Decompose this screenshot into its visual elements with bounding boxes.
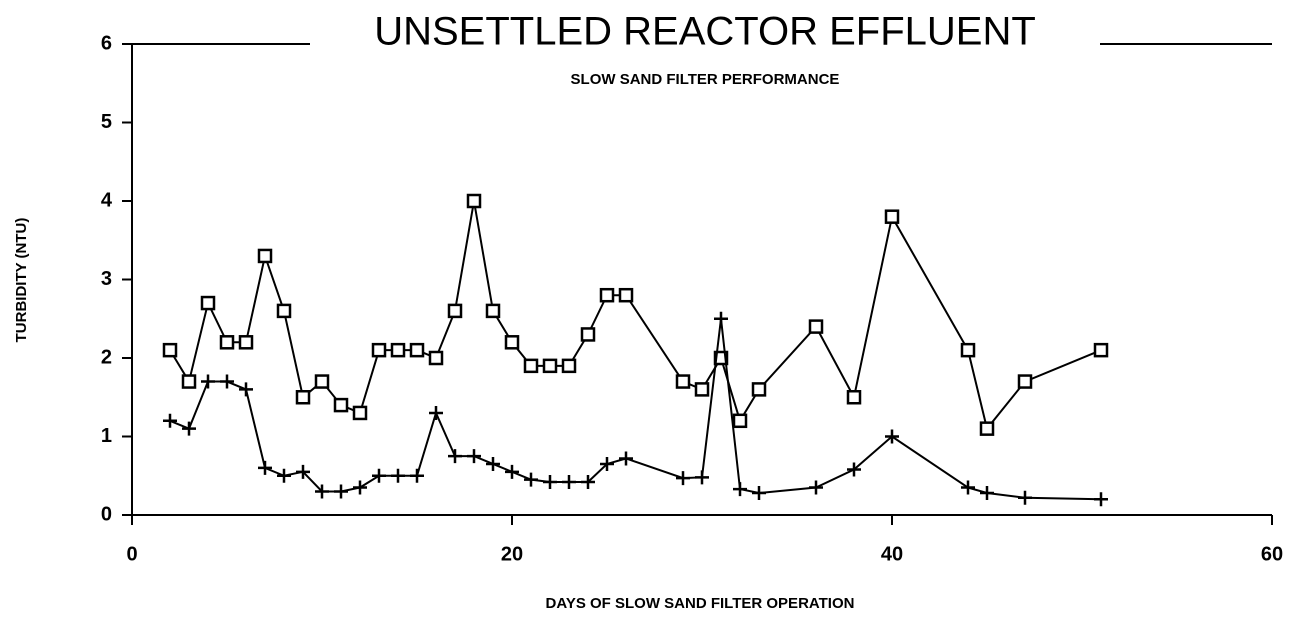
plus-marker — [543, 475, 557, 490]
square-marker — [295, 390, 311, 405]
y-tick-label: 3 — [101, 268, 112, 290]
plus-marker — [258, 460, 272, 475]
y-tick-label: 5 — [101, 111, 112, 133]
square-marker — [523, 358, 539, 374]
square-marker — [390, 342, 406, 358]
plus-marker — [220, 374, 234, 389]
plus-marker — [752, 486, 766, 501]
square-marker — [599, 287, 615, 303]
square-marker — [447, 303, 463, 319]
square-marker — [561, 358, 577, 374]
square-marker — [466, 193, 482, 209]
plus-marker — [562, 475, 576, 490]
plus-marker — [847, 462, 861, 477]
plus-marker — [676, 471, 690, 486]
plus-marker — [885, 429, 899, 444]
plus-marker — [600, 456, 614, 471]
chart-subtitle: SLOW SAND FILTER PERFORMANCE — [571, 71, 840, 88]
square-marker — [846, 390, 862, 405]
square-marker — [485, 303, 501, 319]
y-axis-label: TURBIDITY (NTU) — [13, 218, 30, 343]
plus-marker — [961, 480, 975, 495]
plus-marker — [410, 468, 424, 483]
plus-marker — [524, 472, 538, 487]
plus-marker — [467, 449, 481, 464]
square-marker — [580, 327, 596, 342]
square-marker — [219, 335, 235, 350]
y-tick-label: 1 — [101, 425, 112, 447]
square-marker — [542, 358, 558, 374]
y-tick-label: 6 — [101, 32, 112, 54]
plus-marker — [505, 464, 519, 479]
square-marker — [694, 382, 710, 397]
square-marker — [409, 342, 425, 358]
plus-marker — [334, 484, 348, 499]
x-tick-label: 40 — [881, 543, 903, 565]
plus-marker — [163, 413, 177, 428]
square-marker — [276, 303, 292, 319]
plus-marker — [201, 374, 215, 389]
y-tick-label: 4 — [101, 189, 113, 211]
plus-marker — [695, 470, 709, 485]
square-marker — [162, 342, 178, 358]
plus-marker — [372, 468, 386, 483]
square-marker — [675, 374, 691, 389]
x-axis-label: DAYS OF SLOW SAND FILTER OPERATION — [546, 595, 855, 612]
square-marker — [352, 405, 368, 421]
square-marker — [257, 248, 273, 264]
square-marker — [751, 382, 767, 397]
plus-marker — [581, 475, 595, 490]
x-tick-label: 0 — [126, 543, 137, 565]
square-marker — [1017, 374, 1033, 389]
plus-marker — [429, 405, 443, 420]
x-tick-label: 60 — [1261, 543, 1283, 565]
plus-marker — [391, 468, 405, 483]
plus-marker — [448, 449, 462, 464]
square-marker — [314, 374, 330, 389]
square-marker — [732, 413, 748, 429]
square-marker — [979, 421, 995, 436]
plus-marker — [296, 464, 310, 479]
plus-marker — [315, 484, 329, 499]
square-marker — [884, 209, 900, 224]
plus-marker — [1018, 490, 1032, 505]
y-tick-label: 0 — [101, 503, 112, 525]
plus-marker — [182, 421, 196, 436]
square-marker — [960, 342, 976, 358]
plus-marker — [809, 480, 823, 495]
square-marker — [371, 342, 387, 358]
plus-marker — [277, 468, 291, 483]
plus-marker — [486, 456, 500, 471]
plus-marker — [714, 311, 728, 326]
chart-title: UNSETTLED REACTOR EFFLUENT — [374, 10, 1036, 54]
plus-marker — [239, 382, 253, 397]
square-marker — [200, 295, 216, 311]
plus-marker — [733, 482, 747, 497]
x-tick-label: 20 — [501, 543, 523, 565]
plus-marker — [1094, 492, 1108, 507]
square-marker — [428, 350, 444, 366]
square-marker — [808, 319, 824, 334]
square-marker — [333, 397, 349, 413]
plus-marker — [353, 480, 367, 495]
square-marker — [238, 335, 254, 350]
plus-marker — [980, 486, 994, 501]
square-marker — [181, 374, 197, 389]
square-marker — [713, 350, 729, 366]
square-marker — [618, 287, 634, 303]
y-tick-label: 2 — [101, 346, 112, 368]
square-marker — [1093, 342, 1109, 358]
plus-marker — [619, 451, 633, 466]
square-marker — [504, 335, 520, 350]
